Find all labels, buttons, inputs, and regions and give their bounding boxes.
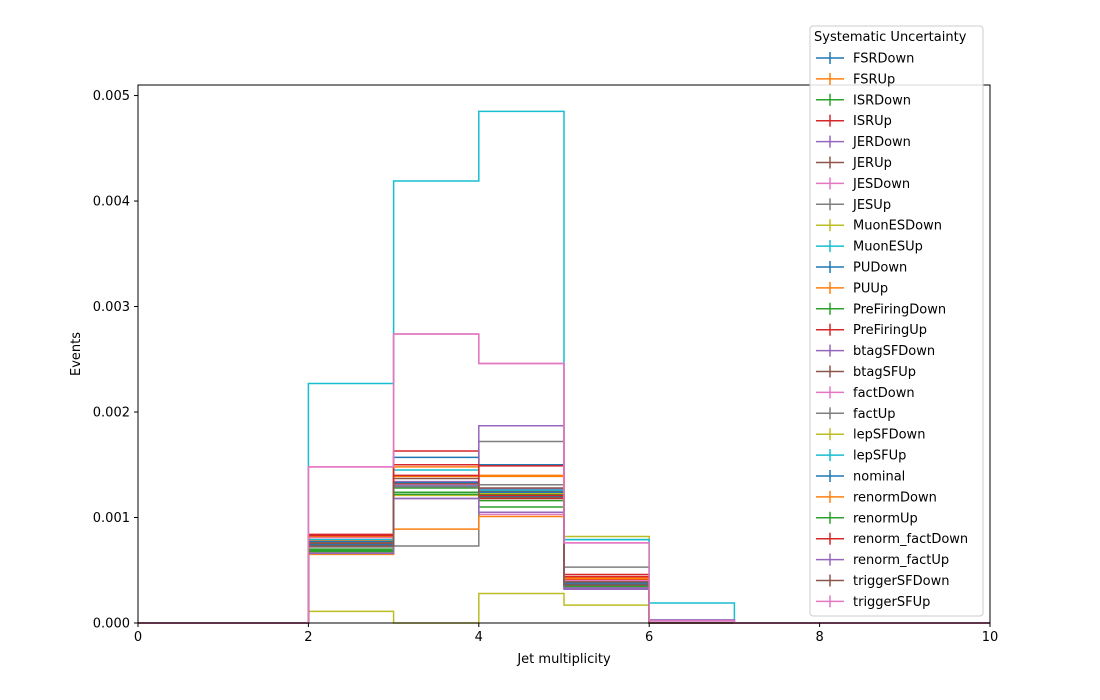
- legend-box: [809, 25, 984, 617]
- legend-item: factUp: [816, 407, 896, 422]
- legend-item: JERDown: [816, 135, 911, 150]
- legend-label: JERDown: [852, 135, 911, 150]
- plot-frame: [137, 84, 991, 624]
- legend-item: renormDown: [816, 490, 937, 505]
- legend-item: nominal: [816, 470, 905, 485]
- legend-label: renormUp: [853, 511, 918, 526]
- y-tick-label: 0.004: [93, 195, 130, 210]
- x-tick-label: 10: [982, 630, 999, 645]
- legend-item: MuonESDown: [816, 219, 942, 234]
- y-tick-label: 0.002: [93, 406, 130, 421]
- legend: Systematic Uncertainty FSRDown FSRUp ISRDo…: [809, 25, 984, 617]
- legend-item: FSRDown: [816, 52, 914, 67]
- legend-item: PreFiringDown: [816, 302, 946, 317]
- y-tick-label: 0.000: [93, 617, 130, 632]
- legend-item: PUDown: [816, 261, 907, 276]
- legend-item: PreFiringUp: [816, 323, 927, 338]
- legend-item: lepSFUp: [816, 449, 906, 464]
- legend-label: factDown: [853, 386, 915, 401]
- legend-label: renorm_factUp: [853, 553, 949, 568]
- legend-item: JERUp: [816, 156, 892, 171]
- legend-label: factUp: [853, 407, 896, 422]
- legend-label: nominal: [853, 470, 905, 485]
- legend-label: FSRUp: [853, 72, 895, 87]
- legend-label: PreFiringDown: [853, 302, 946, 317]
- legend-label: PreFiringUp: [853, 323, 927, 338]
- legend-label: JERUp: [852, 156, 892, 171]
- legend-label: MuonESUp: [853, 240, 923, 255]
- legend-item: factDown: [816, 386, 915, 401]
- legend-label: renormDown: [853, 490, 937, 505]
- legend-label: renorm_factDown: [853, 532, 968, 547]
- legend-label: triggerSFDown: [853, 574, 949, 589]
- legend-item: renorm_factDown: [816, 532, 968, 547]
- legend-label: ISRDown: [853, 93, 911, 108]
- legend-label: PUDown: [853, 261, 907, 276]
- legend-title: Systematic Uncertainty: [814, 30, 967, 45]
- x-tick-label: 0: [134, 630, 142, 645]
- legend-items: FSRDown FSRUp ISRDown ISRUp JERDown JERUp JESD…: [816, 52, 968, 610]
- legend-item: triggerSFDown: [816, 574, 949, 589]
- x-tick-label: 6: [645, 630, 653, 645]
- x-tick-label: 8: [815, 630, 823, 645]
- x-tick-label: 4: [475, 630, 483, 645]
- legend-item: renorm_factUp: [816, 553, 949, 568]
- legend-label: lepSFDown: [853, 428, 925, 443]
- legend-label: btagSFDown: [853, 344, 935, 359]
- legend-item: lepSFDown: [816, 428, 925, 443]
- legend-item: btagSFUp: [816, 365, 916, 380]
- legend-label: FSRDown: [853, 52, 914, 67]
- legend-item: btagSFDown: [816, 344, 935, 359]
- legend-label: lepSFUp: [853, 449, 906, 464]
- legend-item: renormUp: [816, 511, 918, 526]
- legend-label: PUUp: [853, 281, 888, 296]
- legend-label: btagSFUp: [853, 365, 916, 380]
- axes-layer: 0 2 4 6 8 10 0.000 0.001 0.002 0.003 0.004 0.005: [93, 89, 998, 645]
- legend-label: triggerSFUp: [853, 595, 930, 610]
- legend-item: JESUp: [816, 198, 891, 213]
- y-tick-label: 0.001: [93, 511, 130, 526]
- legend-label: JESDown: [852, 177, 910, 192]
- legend-label: JESUp: [852, 198, 891, 213]
- y-tick-label: 0.005: [93, 89, 130, 104]
- legend-item: ISRUp: [816, 114, 892, 129]
- legend-item: FSRUp: [816, 72, 895, 87]
- legend-item: triggerSFUp: [816, 595, 930, 610]
- legend-item: JESDown: [816, 177, 910, 192]
- legend-item: MuonESUp: [816, 240, 923, 255]
- y-tick-label: 0.003: [93, 300, 130, 315]
- legend-label: MuonESDown: [853, 219, 942, 234]
- y-axis-label: Events: [69, 332, 84, 376]
- x-tick-label: 2: [304, 630, 312, 645]
- legend-item: ISRDown: [816, 93, 911, 108]
- legend-label: ISRUp: [853, 114, 892, 129]
- x-axis-label: Jet multiplicity: [516, 652, 611, 667]
- legend-item: PUUp: [816, 281, 888, 296]
